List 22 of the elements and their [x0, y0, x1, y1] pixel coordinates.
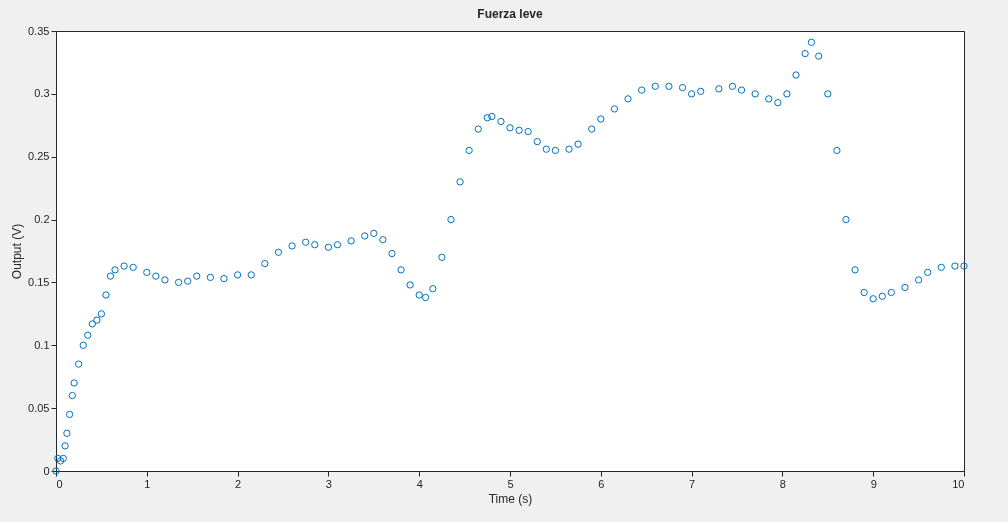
chart-title: Fuerza leve [477, 7, 544, 21]
y-tick-label: 0.05 [28, 401, 50, 414]
x-tick-label: 1 [144, 477, 151, 490]
y-tick-label: 0.25 [28, 150, 50, 163]
x-tick-label: 6 [598, 477, 605, 490]
x-tick-label: 9 [870, 477, 877, 490]
y-tick-label: 0 [43, 464, 50, 477]
y-tick-label: 0.3 [34, 87, 50, 100]
x-tick-label: 3 [325, 477, 332, 490]
x-tick-label: 7 [689, 477, 696, 490]
x-tick-label: 2 [235, 477, 242, 490]
x-axis-title: Time (s) [488, 491, 533, 506]
x-tick-label: 5 [507, 477, 514, 490]
y-axis-title: Output (V) [10, 223, 25, 280]
y-tick-label: 0.15 [28, 275, 50, 288]
y-tick-label: 0.2 [34, 213, 50, 226]
x-tick-label: 0 [56, 477, 63, 490]
x-tick-label: 4 [416, 477, 423, 490]
y-tick-label: 0.35 [28, 24, 50, 37]
x-tick-label: 10 [952, 477, 965, 490]
y-tick-label: 0.1 [34, 338, 50, 351]
x-tick-label: 8 [779, 477, 786, 490]
